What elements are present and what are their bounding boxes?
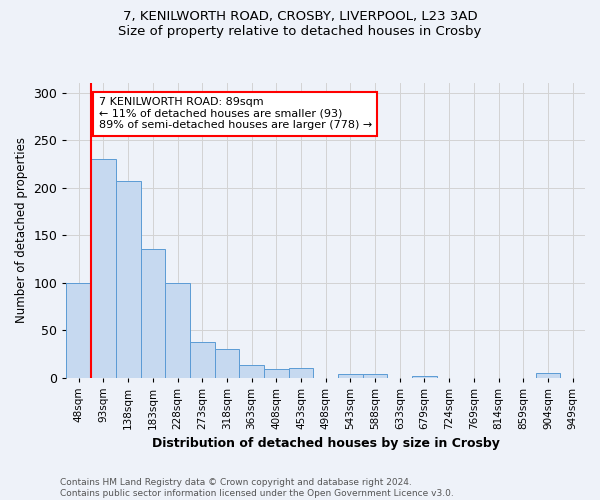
Bar	[165, 282, 190, 378]
Bar	[536, 373, 560, 378]
Bar	[264, 369, 289, 378]
Bar	[289, 368, 313, 378]
Bar	[363, 374, 388, 378]
Bar	[412, 376, 437, 378]
Bar	[67, 282, 91, 378]
Y-axis label: Number of detached properties: Number of detached properties	[15, 138, 28, 324]
Bar	[215, 349, 239, 378]
Text: Contains HM Land Registry data © Crown copyright and database right 2024.
Contai: Contains HM Land Registry data © Crown c…	[60, 478, 454, 498]
Text: 7 KENILWORTH ROAD: 89sqm
← 11% of detached houses are smaller (93)
89% of semi-d: 7 KENILWORTH ROAD: 89sqm ← 11% of detach…	[98, 98, 372, 130]
Text: 7, KENILWORTH ROAD, CROSBY, LIVERPOOL, L23 3AD
Size of property relative to deta: 7, KENILWORTH ROAD, CROSBY, LIVERPOOL, L…	[118, 10, 482, 38]
Bar	[239, 365, 264, 378]
Bar	[91, 159, 116, 378]
X-axis label: Distribution of detached houses by size in Crosby: Distribution of detached houses by size …	[152, 437, 500, 450]
Bar	[338, 374, 363, 378]
Bar	[190, 342, 215, 378]
Bar	[140, 250, 165, 378]
Bar	[116, 181, 140, 378]
